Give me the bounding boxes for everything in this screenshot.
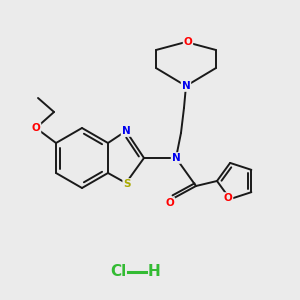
Text: H: H — [148, 265, 160, 280]
Text: O: O — [184, 37, 192, 47]
Text: N: N — [122, 126, 130, 136]
Text: N: N — [182, 81, 190, 91]
Text: Cl: Cl — [110, 265, 126, 280]
Text: O: O — [32, 123, 40, 133]
Text: N: N — [172, 153, 180, 163]
Text: S: S — [123, 179, 131, 189]
Text: O: O — [224, 193, 233, 203]
Text: O: O — [166, 198, 174, 208]
